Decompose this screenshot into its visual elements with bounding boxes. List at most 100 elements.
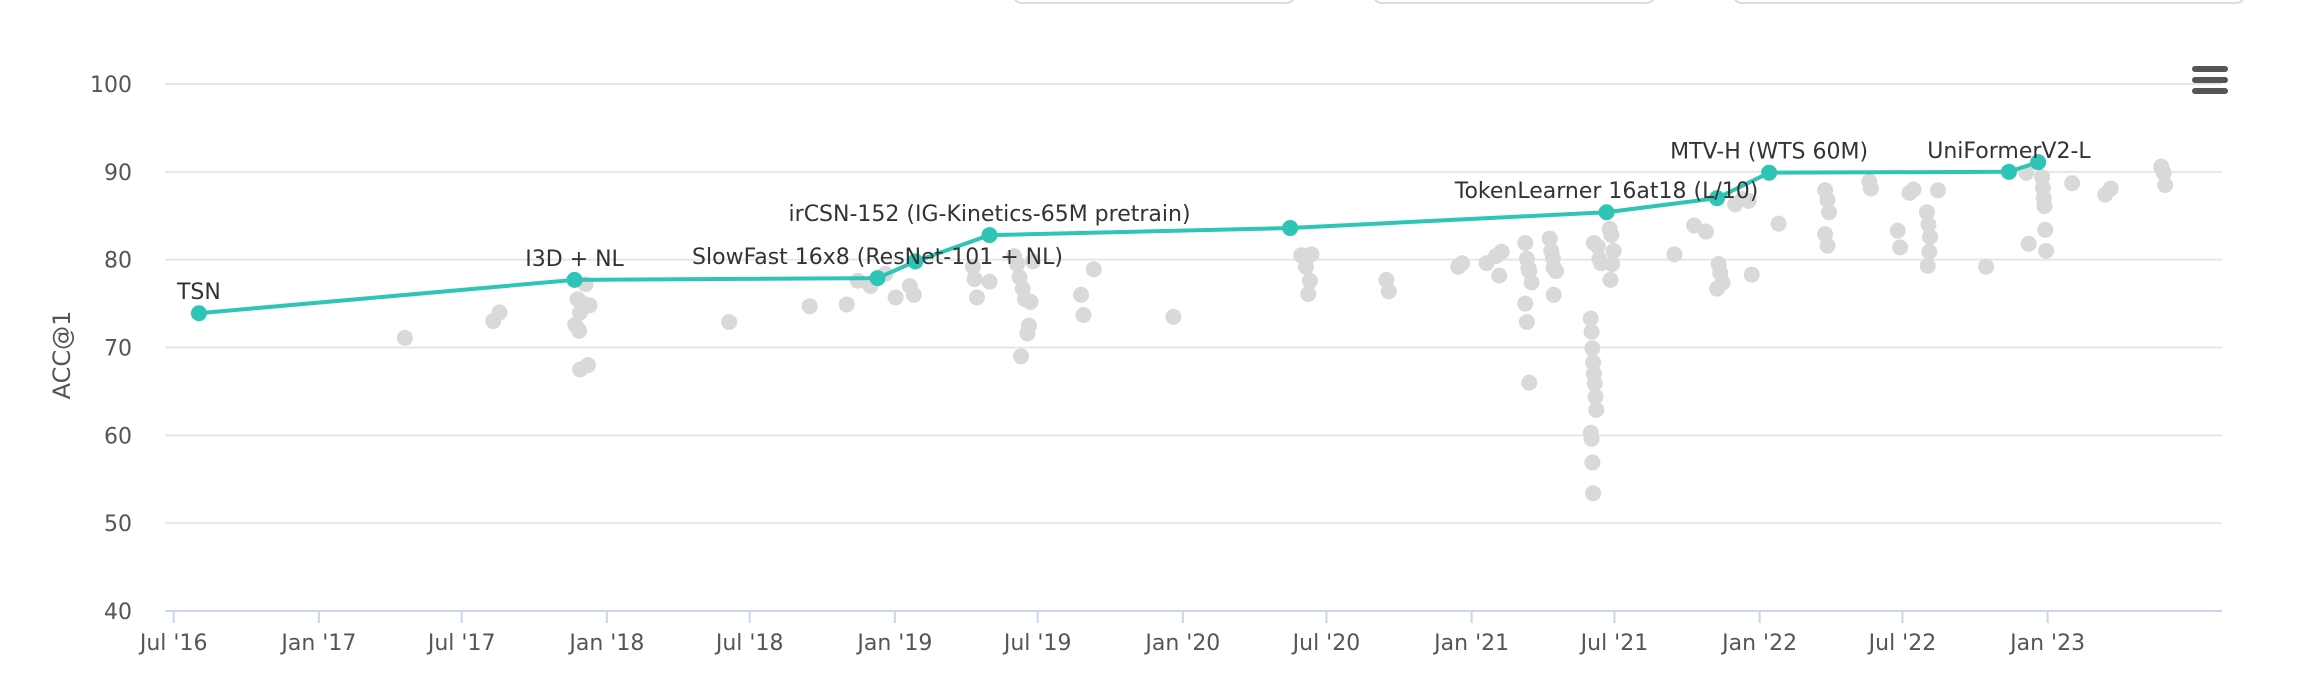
other-model-point[interactable] [1978, 258, 1995, 275]
other-model-point[interactable] [1301, 272, 1318, 289]
other-model-point[interactable] [1584, 340, 1601, 357]
other-model-point[interactable] [1743, 266, 1760, 283]
other-model-point[interactable] [1009, 256, 1026, 273]
other-model-point[interactable] [801, 298, 818, 315]
other-model-point[interactable] [491, 304, 508, 321]
sota-point[interactable] [907, 253, 924, 270]
other-model-point[interactable] [2036, 198, 2053, 215]
other-model-point[interactable] [1588, 401, 1605, 418]
other-model-point[interactable] [1075, 307, 1092, 324]
other-model-point[interactable] [966, 270, 983, 287]
other-model-point[interactable] [1541, 230, 1558, 247]
other-model-point[interactable] [1919, 257, 1936, 274]
other-model-point[interactable] [1819, 191, 1836, 208]
other-model-point[interactable] [579, 357, 596, 374]
other-model-point[interactable] [905, 286, 922, 303]
other-model-point[interactable] [1740, 192, 1757, 209]
other-model-point[interactable] [1587, 388, 1604, 405]
other-models-points [396, 158, 2174, 502]
other-model-point[interactable] [1297, 258, 1314, 275]
other-model-point[interactable] [1300, 285, 1317, 302]
other-model-point[interactable] [1905, 181, 1922, 198]
other-model-point[interactable] [1921, 243, 1938, 260]
other-model-point[interactable] [1709, 280, 1726, 297]
other-model-point[interactable] [721, 314, 738, 331]
sota-point[interactable] [1709, 190, 1726, 207]
other-model-point[interactable] [964, 258, 981, 275]
sota-point[interactable] [1282, 220, 1299, 237]
other-model-point[interactable] [1862, 180, 1879, 197]
chart-menu-icon[interactable] [2192, 66, 2228, 100]
sota-point[interactable] [2000, 163, 2017, 180]
other-model-point[interactable] [1892, 239, 1909, 256]
other-model-point[interactable] [1585, 354, 1602, 371]
other-model-point[interactable] [1493, 243, 1510, 260]
other-model-point[interactable] [887, 289, 904, 306]
other-model-point[interactable] [1548, 263, 1565, 280]
other-model-point[interactable] [2064, 175, 2081, 192]
other-model-point[interactable] [396, 329, 413, 346]
sota-point[interactable] [981, 227, 998, 244]
other-model-point[interactable] [1584, 454, 1601, 471]
other-model-point[interactable] [1014, 280, 1031, 297]
other-model-point[interactable] [1918, 204, 1935, 221]
other-model-point[interactable] [2157, 177, 2174, 194]
other-model-point[interactable] [1380, 283, 1397, 300]
sota-point[interactable] [2030, 154, 2047, 171]
other-model-point[interactable] [1019, 325, 1036, 342]
y-tick-label: 50 [104, 512, 132, 537]
y-tick-label: 90 [104, 161, 132, 186]
other-model-point[interactable] [1602, 271, 1619, 288]
other-model-point[interactable] [1770, 215, 1787, 232]
other-model-point[interactable] [1585, 485, 1602, 502]
other-model-point[interactable] [1586, 375, 1603, 392]
other-model-point[interactable] [1585, 234, 1602, 251]
other-model-point[interactable] [2038, 242, 2055, 259]
other-model-point[interactable] [1491, 267, 1508, 284]
other-model-point[interactable] [1073, 286, 1090, 303]
other-model-point[interactable] [2155, 164, 2172, 181]
other-model-point[interactable] [1165, 308, 1182, 325]
other-model-point[interactable] [1013, 348, 1030, 365]
other-model-point[interactable] [581, 297, 598, 314]
other-model-point[interactable] [838, 296, 855, 313]
other-model-point[interactable] [1022, 293, 1039, 310]
other-model-point[interactable] [1454, 255, 1471, 272]
other-model-point[interactable] [1545, 286, 1562, 303]
other-model-point[interactable] [1821, 204, 1838, 221]
other-model-point[interactable] [1303, 246, 1320, 263]
other-model-point[interactable] [1603, 227, 1620, 244]
other-model-point[interactable] [1686, 217, 1703, 234]
other-model-point[interactable] [981, 273, 998, 290]
other-model-point[interactable] [1605, 242, 1622, 259]
other-model-point[interactable] [1697, 223, 1714, 240]
other-model-point[interactable] [1604, 256, 1621, 273]
other-model-point[interactable] [1521, 374, 1538, 391]
sota-point[interactable] [1598, 204, 1615, 221]
other-model-point[interactable] [1920, 216, 1937, 233]
other-model-point[interactable] [1582, 310, 1599, 327]
other-model-point[interactable] [1024, 253, 1041, 270]
other-model-point[interactable] [1889, 222, 1906, 239]
other-model-point[interactable] [1085, 261, 1102, 278]
other-model-point[interactable] [1922, 228, 1939, 245]
other-model-point[interactable] [1666, 246, 1683, 263]
other-model-point[interactable] [1819, 237, 1836, 254]
other-model-point[interactable] [1523, 274, 1540, 291]
other-model-point[interactable] [571, 322, 588, 339]
other-model-point[interactable] [1929, 182, 1946, 199]
sota-point[interactable] [566, 271, 583, 288]
other-model-point[interactable] [1517, 234, 1534, 251]
other-model-point[interactable] [1517, 295, 1534, 312]
other-model-point[interactable] [1583, 323, 1600, 340]
other-model-point[interactable] [968, 289, 985, 306]
sota-points [190, 154, 2047, 322]
sota-point[interactable] [1761, 164, 1778, 181]
sota-point[interactable] [190, 305, 207, 322]
other-model-point[interactable] [1583, 430, 1600, 447]
other-model-point[interactable] [1518, 314, 1535, 331]
other-model-point[interactable] [2102, 180, 2119, 197]
other-model-point[interactable] [2037, 221, 2054, 238]
other-model-point[interactable] [2020, 235, 2037, 252]
sota-point[interactable] [869, 270, 886, 287]
